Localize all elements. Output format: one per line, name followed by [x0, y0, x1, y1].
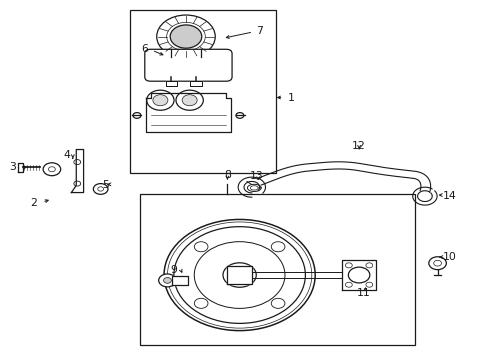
Text: 5: 5: [102, 180, 109, 190]
Circle shape: [146, 90, 174, 110]
Text: 11: 11: [356, 288, 370, 298]
Circle shape: [182, 95, 197, 106]
Polygon shape: [145, 93, 231, 132]
Bar: [130, 10, 276, 173]
Circle shape: [74, 159, 81, 165]
Bar: [140, 194, 414, 345]
Circle shape: [163, 220, 315, 330]
Circle shape: [158, 274, 176, 287]
Circle shape: [170, 25, 202, 48]
Circle shape: [48, 167, 55, 172]
Circle shape: [236, 113, 244, 118]
Circle shape: [43, 163, 61, 176]
Text: 3: 3: [9, 162, 16, 172]
Circle shape: [347, 267, 369, 283]
Text: 9: 9: [170, 265, 177, 275]
Circle shape: [428, 257, 446, 270]
Circle shape: [433, 260, 441, 266]
Circle shape: [345, 263, 351, 268]
Circle shape: [74, 181, 81, 186]
Text: 4: 4: [63, 150, 70, 160]
Polygon shape: [165, 81, 177, 86]
Text: 7: 7: [255, 26, 262, 36]
Text: 13: 13: [249, 171, 263, 181]
Text: 6: 6: [141, 44, 148, 54]
Circle shape: [176, 90, 203, 110]
Polygon shape: [189, 81, 201, 86]
Polygon shape: [71, 149, 83, 193]
Text: 12: 12: [351, 141, 365, 151]
Circle shape: [194, 298, 207, 309]
Circle shape: [223, 263, 256, 287]
Circle shape: [365, 282, 372, 287]
Circle shape: [157, 15, 215, 58]
Text: 1: 1: [287, 93, 294, 103]
Text: 2: 2: [30, 198, 37, 208]
Circle shape: [163, 278, 171, 283]
Circle shape: [133, 113, 141, 118]
Circle shape: [153, 95, 167, 106]
Polygon shape: [18, 163, 22, 172]
Text: 10: 10: [442, 252, 455, 262]
Text: 14: 14: [442, 191, 455, 201]
Circle shape: [345, 282, 351, 287]
Circle shape: [271, 242, 285, 252]
Circle shape: [194, 242, 207, 252]
Circle shape: [365, 263, 372, 268]
Circle shape: [271, 298, 285, 309]
Polygon shape: [227, 266, 251, 284]
Polygon shape: [172, 276, 188, 285]
Text: 8: 8: [224, 170, 230, 180]
Polygon shape: [171, 54, 200, 58]
Circle shape: [98, 187, 103, 191]
Circle shape: [229, 268, 249, 282]
Polygon shape: [341, 260, 375, 290]
Circle shape: [93, 184, 108, 194]
FancyBboxPatch shape: [144, 49, 232, 81]
